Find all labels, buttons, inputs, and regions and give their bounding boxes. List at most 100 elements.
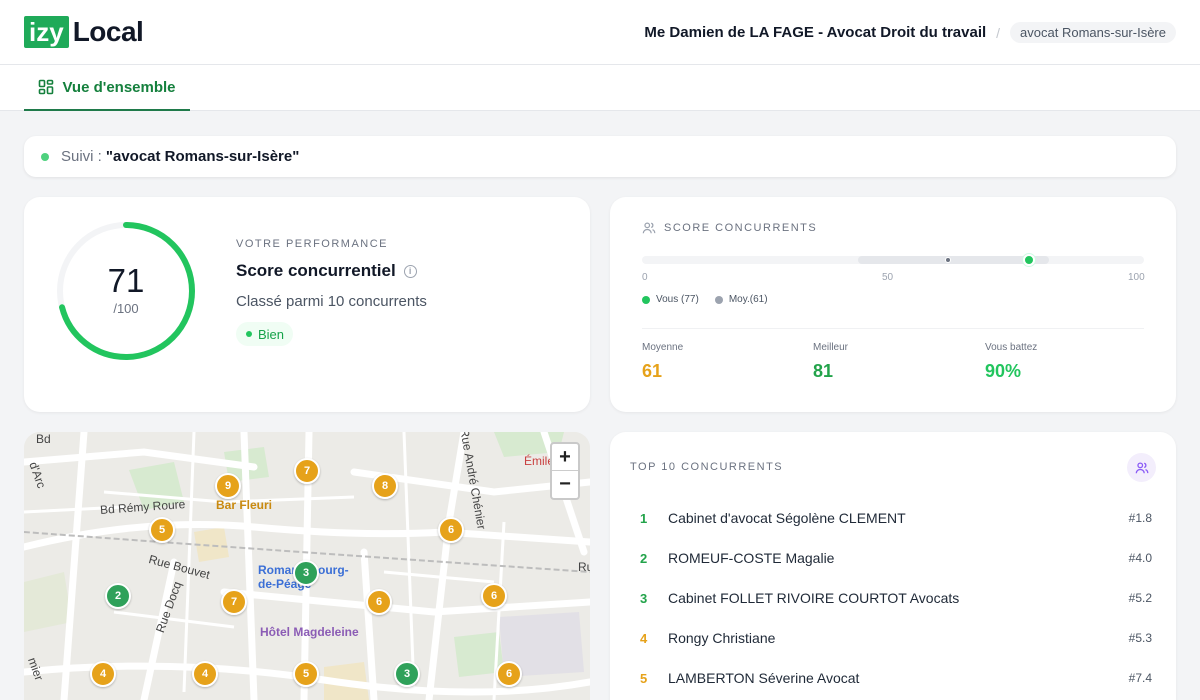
legend-you: Vous (77): [642, 294, 699, 305]
competitor-name: LAMBERTON Séverine Avocat: [668, 670, 860, 686]
map-pin-7[interactable]: 7: [294, 458, 320, 484]
pin-label: 4: [201, 668, 209, 680]
tracking-label: Suivi :: [61, 148, 102, 165]
competitor-row[interactable]: 4 Rongy Christiane #5.3: [630, 623, 1156, 653]
info-icon[interactable]: i: [403, 264, 417, 278]
pin-label: 6: [490, 590, 498, 602]
breadcrumb-separator: /: [996, 24, 1001, 41]
map-pin-7b[interactable]: 7: [221, 589, 247, 615]
competitor-row[interactable]: 1 Cabinet d'avocat Ségolène CLEMENT #1.8: [630, 503, 1156, 533]
map-pin-4[interactable]: 4: [90, 661, 116, 687]
stat-beat: Vous battez 90%: [985, 342, 1037, 382]
tick-100: 100: [1128, 272, 1145, 283]
competitor-score-card: SCORE CONCURRENTS 0 50 100 Vous (77) Moy…: [610, 197, 1176, 412]
map-label-bar: Bar Fleuri: [216, 498, 273, 512]
izylocal-logo[interactable]: izy Local: [24, 16, 144, 48]
stat-best: Meilleur 81: [813, 342, 848, 382]
map-pin-2[interactable]: 2: [105, 583, 131, 609]
range-legend: Vous (77) Moy.(61): [642, 294, 768, 305]
legend-average-label: Moy.(61): [728, 294, 768, 305]
tracking-status-dot: [41, 152, 49, 161]
your-score-marker[interactable]: [1022, 254, 1035, 266]
competitor-name: Cabinet d'avocat Ségolène CLEMENT: [668, 510, 906, 526]
score-gauge-arc: [57, 222, 195, 360]
legend-average: Moy.(61): [714, 294, 768, 305]
score-gauge: [57, 222, 195, 360]
competitor-rank: 5: [640, 670, 648, 686]
competitor-row[interactable]: 2 ROMEUF-COSTE Magalie #4.0: [630, 543, 1156, 573]
status-badge: Bien: [236, 322, 294, 346]
header-breadcrumb: Me Damien de LA FAGE - Avocat Droit du t…: [644, 22, 1176, 43]
competitor-position: #5.2: [1128, 591, 1152, 605]
map-pin-9[interactable]: 9: [215, 473, 241, 499]
performance-card: 71 /100 VOTRE PERFORMANCE Score concurre…: [24, 197, 590, 412]
map-zoom-control: + −: [550, 442, 580, 500]
tracking-bar: Suivi : "avocat Romans-sur-Isère": [24, 136, 1176, 177]
map-label-ru: Ru: [578, 560, 590, 574]
map-pin-6b[interactable]: 6: [366, 589, 392, 615]
map-pin-6d[interactable]: 6: [496, 661, 522, 687]
pin-label: 8: [381, 480, 389, 492]
map-pin-5b[interactable]: 5: [293, 661, 319, 687]
pin-label: 9: [224, 480, 232, 492]
logo-izy: izy: [24, 16, 69, 48]
stat-best-label: Meilleur: [813, 342, 849, 353]
top10-title: TOP 10 CONCURRENTS: [630, 461, 784, 473]
stat-best-value: 81: [813, 361, 834, 381]
business-name[interactable]: Me Damien de LA FAGE - Avocat Droit du t…: [644, 24, 987, 41]
competitor-name: Cabinet FOLLET RIVOIRE COURTOT Avocats: [668, 590, 960, 606]
pin-label: 7: [303, 465, 311, 477]
competitor-score-title: SCORE CONCURRENTS: [664, 222, 818, 234]
average-marker: [945, 257, 952, 263]
stat-average: Moyenne 61: [642, 342, 683, 382]
map-pin-6[interactable]: 6: [438, 517, 464, 543]
map-pin-4b[interactable]: 4: [192, 661, 218, 687]
tab-overview-label: Vue d'ensemble: [62, 78, 176, 96]
competitor-position: #7.4: [1128, 671, 1152, 685]
performance-subtitle: Classé parmi 10 concurrents: [236, 293, 427, 310]
competitor-position: #1.8: [1128, 511, 1152, 525]
competitor-rank: 4: [640, 630, 648, 646]
zoom-in-button[interactable]: +: [552, 444, 578, 471]
competitor-rank: 1: [640, 510, 648, 526]
map-label-bd: Bd: [36, 432, 51, 446]
performance-kicker: VOTRE PERFORMANCE: [236, 238, 389, 250]
pin-label: 7: [230, 596, 238, 608]
map-pin-8[interactable]: 8: [372, 473, 398, 499]
stat-average-label: Moyenne: [642, 342, 684, 353]
pin-label: 2: [114, 590, 122, 602]
competitor-row[interactable]: 3 Cabinet FOLLET RIVOIRE COURTOT Avocats…: [630, 583, 1156, 613]
zoom-out-button[interactable]: −: [559, 473, 571, 495]
competitor-name: ROMEUF-COSTE Magalie: [668, 550, 835, 566]
competitor-rank: 2: [640, 550, 648, 566]
score-range-track: [642, 254, 1144, 266]
stat-beat-label: Vous battez: [985, 342, 1038, 353]
legend-average-dot: [714, 295, 723, 304]
map-label-hotel: Hôtel Magdeleine: [260, 625, 359, 639]
pin-label: 5: [158, 524, 166, 536]
map-pin-3[interactable]: 3: [293, 560, 319, 586]
pin-label: 6: [447, 524, 455, 536]
top10-card: TOP 10 CONCURRENTS 1 Cabinet d'avocat Sé…: [610, 432, 1176, 700]
badge-label: Bien: [258, 326, 285, 342]
competitor-position: #5.3: [1128, 631, 1152, 645]
score-max: /100: [113, 301, 139, 316]
keyword-chip[interactable]: avocat Romans-sur-Isère: [1010, 22, 1176, 43]
tab-bar: Vue d'ensemble: [0, 65, 1200, 111]
map-label-emile: Émile: [524, 454, 555, 468]
legend-you-dot: [642, 295, 650, 304]
map-pin-5[interactable]: 5: [149, 517, 175, 543]
tab-overview[interactable]: Vue d'ensemble: [24, 65, 190, 111]
map-pin-3b[interactable]: 3: [394, 661, 420, 687]
stat-beat-value: 90%: [985, 361, 1022, 381]
divider: [642, 328, 1144, 329]
pin-label: 3: [403, 668, 411, 680]
tick-0: 0: [642, 272, 648, 283]
top10-users-button[interactable]: [1127, 453, 1156, 482]
dashboard-grid-icon: [39, 79, 54, 95]
users-icon: [1135, 461, 1148, 473]
competitor-row[interactable]: 5 LAMBERTON Séverine Avocat #7.4: [630, 663, 1156, 693]
badge-dot: [246, 331, 252, 337]
competitor-map[interactable]: Bd Rémy Roure Rue Bouvet Rue Docq Bar Fl…: [24, 432, 590, 700]
map-pin-6c[interactable]: 6: [481, 583, 507, 609]
